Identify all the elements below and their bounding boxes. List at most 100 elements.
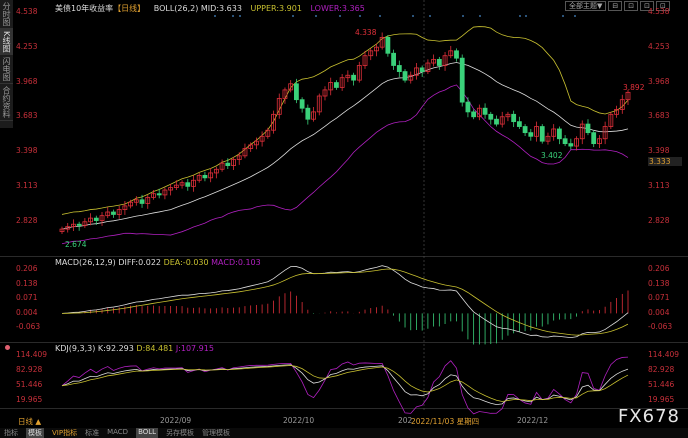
macd-tick-right: 0.138: [648, 278, 670, 288]
candle-body: [356, 65, 362, 81]
toolbar-save-template[interactable]: 另存模板: [166, 429, 195, 437]
candle-body: [231, 159, 236, 167]
tab-contract-info[interactable]: 合约资料: [0, 84, 13, 122]
macd-tick-right: -0.063: [648, 322, 673, 331]
candle-body: [133, 199, 139, 203]
candle-body: [574, 138, 579, 147]
kdj-tick-left: 114.409: [16, 350, 48, 359]
price-tick-right: 4.538: [648, 7, 670, 16]
candle-body: [408, 74, 414, 81]
candle-body: [379, 36, 385, 48]
macd-value: MACD:0.103: [211, 258, 261, 267]
candle-body: [282, 89, 288, 99]
candle-body: [151, 193, 156, 198]
candle-body: [345, 74, 351, 79]
candle-body: [225, 162, 231, 167]
toolbar-manage-template[interactable]: 管理模板: [202, 429, 231, 437]
candle-body: [396, 65, 402, 72]
candle-body: [219, 162, 225, 170]
candle-body: [511, 113, 517, 123]
candle-body: [556, 128, 562, 140]
tab-flash[interactable]: 闪电图: [0, 55, 13, 85]
toolbar-indicators[interactable]: 指标: [4, 429, 18, 437]
kdj-d: D:84.481: [136, 344, 174, 353]
kdj-k-line: [61, 364, 629, 405]
event-marker: [525, 15, 527, 17]
candle-body: [334, 82, 339, 88]
candle-body: [294, 83, 299, 101]
candle-body: [448, 50, 454, 57]
tab-kline[interactable]: K线图: [0, 29, 13, 56]
macd-tick-right: 0.071: [648, 293, 670, 302]
candle-body: [414, 67, 419, 76]
layout-button-3[interactable]: ⊡: [640, 1, 655, 11]
price-tick-left: 3.398: [16, 146, 38, 156]
event-marker: [239, 15, 241, 17]
candle-body: [431, 58, 437, 64]
candle-body: [339, 77, 345, 88]
layout-button-2[interactable]: ⊡: [624, 1, 639, 11]
candle-body: [528, 132, 534, 137]
price-tick-right: 3.683: [648, 111, 670, 121]
candle-body: [442, 55, 448, 66]
candle-body: [602, 126, 608, 140]
macd-dea: DEA:-0.030: [163, 258, 209, 267]
event-marker: [562, 15, 564, 17]
candle-body: [196, 174, 202, 181]
price-tick-right: 3.113: [648, 181, 670, 190]
period-indicator[interactable]: 日线 ▲: [18, 417, 42, 426]
kdj-tick-left: 51.446: [16, 380, 43, 389]
layout-button-1[interactable]: ⊟: [608, 1, 623, 11]
indicator-settings-icon[interactable]: [5, 345, 10, 350]
candle-body: [516, 121, 522, 127]
watermark-logo: FX678: [617, 406, 680, 427]
kdj-k: K:92.293: [97, 344, 134, 353]
price-tick-left: 4.253: [16, 41, 38, 51]
candle-body: [242, 148, 248, 157]
candle-body: [105, 211, 111, 217]
candle-body: [368, 50, 374, 57]
candle-body: [179, 182, 185, 186]
candle-body: [93, 217, 99, 221]
candle-body: [551, 128, 557, 137]
layout-button-4[interactable]: ⊡: [656, 1, 670, 11]
macd-label: MACD(26,12,9): [55, 258, 116, 267]
event-marker: [379, 15, 381, 17]
price-tick-right: 3.398: [648, 146, 670, 156]
candle-body: [168, 187, 174, 191]
candle-body: [494, 118, 499, 125]
toolbar-templates[interactable]: 模板: [26, 428, 44, 438]
period-label: 【日线】: [113, 4, 146, 13]
kdj-tick-right: 51.446: [648, 380, 675, 389]
candle-body: [476, 107, 482, 118]
macd-diff-line: [61, 265, 629, 339]
candle-body: [425, 62, 431, 72]
kdj-j-line: [61, 356, 629, 415]
kdj-tick-right: 19.965: [648, 395, 675, 404]
toolbar-vip[interactable]: VIP指标: [52, 429, 78, 437]
event-marker: [315, 15, 317, 17]
theme-dropdown[interactable]: 全部主题▼: [565, 1, 607, 11]
candle-body: [419, 67, 425, 72]
event-marker: [232, 15, 234, 17]
candle-body: [402, 71, 408, 81]
toolbar-boll[interactable]: BOLL: [136, 428, 159, 438]
toolbar-standard[interactable]: 标准: [85, 429, 100, 437]
candle-body: [111, 211, 116, 215]
tab-timeshare[interactable]: 分时图: [0, 0, 13, 29]
candle-body: [202, 174, 208, 179]
macd-legend: MACD(26,12,9) DIFF:0.022 DEA:-0.030 MACD…: [55, 258, 261, 267]
candle-body: [128, 201, 134, 207]
candle-body: [391, 52, 396, 66]
candle-body: [539, 126, 545, 142]
candle-body: [265, 129, 271, 137]
toolbar-macd[interactable]: MACD: [107, 428, 129, 436]
event-marker: [339, 15, 341, 17]
high-label: 4.338: [355, 28, 377, 37]
candle-body: [499, 116, 505, 125]
candle-body: [259, 135, 265, 142]
candle-body: [213, 168, 219, 174]
candle-body: [173, 184, 179, 188]
candle-body: [465, 101, 471, 113]
